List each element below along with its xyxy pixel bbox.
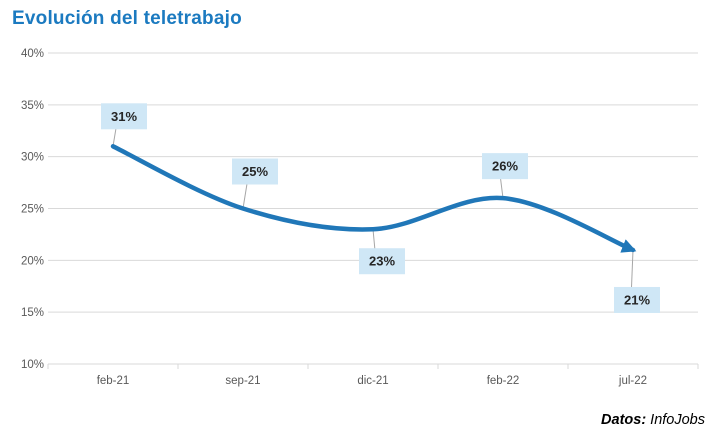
x-axis-label: dic-21 [357,375,388,387]
data-label: 26% [492,159,518,174]
source-note: Datos: InfoJobs [601,412,705,428]
data-label-box [614,286,660,313]
x-axis-label: sep-21 [225,375,260,387]
y-axis-label: 40% [21,48,44,60]
data-label: 31% [111,109,137,124]
y-axis-label: 25% [21,204,44,216]
series-line [110,144,637,253]
y-axis-label: 15% [21,307,44,319]
source-label: Datos: [601,412,647,428]
data-label-box [101,103,147,130]
data-label-box [232,158,278,185]
data-label: 25% [242,164,268,179]
x-axis-label: jul-22 [618,375,647,387]
data-label: 23% [369,254,395,269]
x-axis-label: feb-22 [487,375,520,387]
y-axis-label: 10% [21,359,44,371]
source-value: InfoJobs [650,412,705,428]
data-label-box [359,248,405,275]
data-label: 21% [624,292,650,307]
y-axis-label: 35% [21,100,44,112]
y-axis-label: 20% [21,255,44,267]
x-axis-label: feb-21 [97,375,130,387]
y-axis-label: 30% [21,152,44,164]
chart-title: Evolución del teletrabajo [12,8,242,29]
data-label-box [482,153,528,180]
